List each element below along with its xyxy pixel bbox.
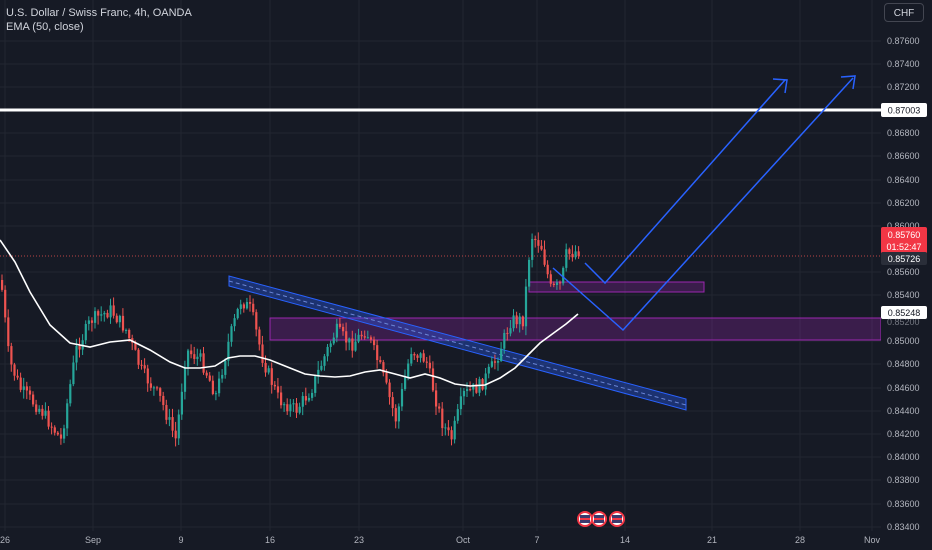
price-tick: 0.84600 [887,383,920,393]
time-tick: Sep [85,535,101,545]
chart-legend: U.S. Dollar / Swiss Franc, 4h, OANDA EMA… [6,6,192,34]
channel-midline [228,280,687,406]
us-flag-event-icon[interactable] [577,511,593,527]
projection-path-1[interactable] [584,79,786,285]
time-tick: 21 [707,535,717,545]
price-tick: 0.87600 [887,36,920,46]
us-flag-event-icon[interactable] [609,511,625,527]
price-tick: 0.87200 [887,82,920,92]
time-tick: 14 [620,535,630,545]
time-tick: 26 [0,535,10,545]
currency-button[interactable]: CHF [884,3,924,22]
time-tick: 9 [178,535,183,545]
price-tick: 0.86400 [887,175,920,185]
svg-text:01:52:47: 01:52:47 [886,242,921,252]
projection-arrowhead-1 [772,78,788,94]
last-price-label: 0.85760 01:52:47 [881,227,927,254]
descending-channel[interactable] [228,275,687,411]
svg-text:0.85726: 0.85726 [888,254,921,264]
price-tick: 0.84000 [887,452,920,462]
demand-zone-upper[interactable] [528,281,705,293]
symbol-title[interactable]: U.S. Dollar / Swiss Franc, 4h, OANDA [6,7,192,19]
price-tick: 0.87400 [887,59,920,69]
price-tick: 0.86600 [887,151,920,161]
us-flag-event-icon[interactable] [591,511,607,527]
price-axis[interactable] [881,0,932,550]
price-tick: 0.86000 [887,221,920,231]
economic-events[interactable] [577,511,625,527]
time-tick: 16 [265,535,275,545]
price-tick: 0.86800 [887,128,920,138]
chart-grid [0,0,881,531]
time-tick: 23 [354,535,364,545]
price-tick: 0.83400 [887,522,920,532]
price-tick: 0.85000 [887,336,920,346]
resistance-price-label: 0.87003 [881,103,927,117]
price-tick: 0.84400 [887,406,920,416]
ema-line [0,239,579,387]
price-tick: 0.86200 [887,198,920,208]
projection-arrowhead-2 [840,75,856,90]
bid-price-label: 0.85726 [881,252,927,265]
time-tick: 7 [534,535,539,545]
price-tick: 0.84200 [887,429,920,439]
price-tick: 0.85600 [887,267,920,277]
projection-path-2[interactable] [552,77,854,332]
price-tick-partial: 0.85200 [887,317,920,327]
ema-price-label: 0.85248 [881,306,927,319]
time-tick: Oct [456,535,471,545]
price-tick: 0.84800 [887,359,920,369]
svg-text:0.85248: 0.85248 [888,308,921,318]
time-tick: Nov [864,535,881,545]
time-tick: 28 [795,535,805,545]
price-tick: 0.83600 [887,499,920,509]
indicator-title[interactable]: EMA (50, close) [6,21,84,33]
svg-text:0.87003: 0.87003 [888,106,921,116]
price-tick: 0.85400 [887,290,920,300]
svg-text:0.85760: 0.85760 [888,230,921,240]
candles [1,232,580,447]
price-tick: 0.83800 [887,475,920,485]
time-axis[interactable] [0,531,881,550]
